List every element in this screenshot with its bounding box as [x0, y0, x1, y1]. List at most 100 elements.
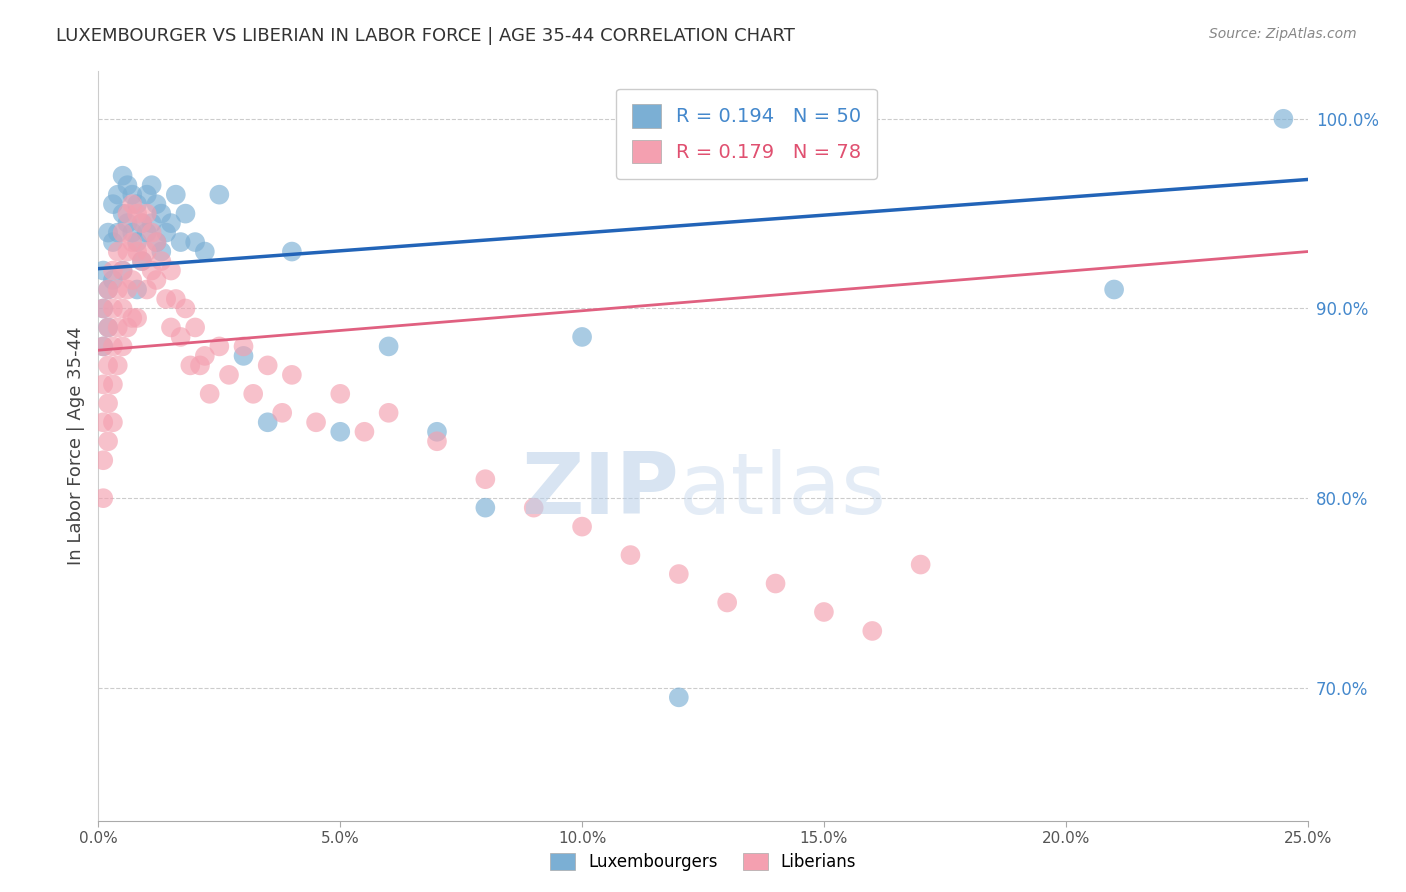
- Point: [97, 283, 120, 297]
- Point: [101, 301, 124, 316]
- Point: [910, 558, 932, 572]
- Point: [131, 254, 153, 268]
- Point: [91, 377, 114, 392]
- Point: [101, 339, 124, 353]
- Point: [135, 206, 157, 220]
- Point: [101, 273, 124, 287]
- Point: [1272, 112, 1295, 126]
- Point: [765, 576, 787, 591]
- Point: [97, 283, 120, 297]
- Point: [117, 244, 139, 259]
- Point: [121, 197, 143, 211]
- Point: [111, 263, 134, 277]
- Point: [668, 567, 690, 582]
- Point: [121, 235, 143, 249]
- Point: [127, 206, 149, 220]
- Point: [135, 244, 157, 259]
- Point: [619, 548, 641, 562]
- Point: [160, 320, 183, 334]
- Point: [131, 254, 153, 268]
- Point: [813, 605, 835, 619]
- Point: [111, 301, 134, 316]
- Text: ZIP: ZIP: [522, 450, 679, 533]
- Point: [141, 263, 163, 277]
- Point: [188, 359, 211, 373]
- Point: [135, 283, 157, 297]
- Point: [141, 216, 163, 230]
- Point: [377, 406, 399, 420]
- Point: [107, 226, 129, 240]
- Point: [1102, 283, 1125, 297]
- Point: [377, 339, 399, 353]
- Point: [111, 206, 134, 220]
- Point: [474, 472, 496, 486]
- Point: [121, 273, 143, 287]
- Point: [111, 169, 134, 183]
- Point: [107, 359, 129, 373]
- Point: [131, 216, 153, 230]
- Point: [97, 320, 120, 334]
- Point: [97, 359, 120, 373]
- Point: [135, 187, 157, 202]
- Point: [523, 500, 546, 515]
- Point: [194, 244, 217, 259]
- Point: [165, 292, 187, 306]
- Point: [208, 187, 231, 202]
- Point: [174, 206, 197, 220]
- Point: [121, 187, 143, 202]
- Point: [571, 519, 593, 533]
- Point: [107, 283, 129, 297]
- Point: [97, 226, 120, 240]
- Point: [117, 206, 139, 220]
- Point: [117, 178, 139, 193]
- Point: [145, 273, 167, 287]
- Point: [169, 330, 191, 344]
- Point: [256, 359, 278, 373]
- Point: [107, 320, 129, 334]
- Point: [169, 235, 191, 249]
- Point: [256, 415, 278, 429]
- Point: [97, 396, 120, 410]
- Point: [97, 320, 120, 334]
- Point: [329, 425, 352, 439]
- Point: [426, 425, 449, 439]
- Point: [91, 301, 114, 316]
- Point: [127, 244, 149, 259]
- Point: [174, 301, 197, 316]
- Point: [117, 283, 139, 297]
- Point: [141, 226, 163, 240]
- Point: [101, 197, 124, 211]
- Point: [155, 226, 177, 240]
- Point: [160, 216, 183, 230]
- Point: [271, 406, 294, 420]
- Point: [353, 425, 375, 439]
- Text: LUXEMBOURGER VS LIBERIAN IN LABOR FORCE | AGE 35-44 CORRELATION CHART: LUXEMBOURGER VS LIBERIAN IN LABOR FORCE …: [56, 27, 796, 45]
- Point: [97, 434, 120, 449]
- Point: [121, 310, 143, 325]
- Point: [474, 500, 496, 515]
- Point: [198, 387, 221, 401]
- Point: [281, 368, 304, 382]
- Point: [145, 235, 167, 249]
- Point: [145, 197, 167, 211]
- Point: [127, 310, 149, 325]
- Legend: R = 0.194   N = 50, R = 0.179   N = 78: R = 0.194 N = 50, R = 0.179 N = 78: [616, 88, 877, 178]
- Point: [860, 624, 883, 638]
- Point: [208, 339, 231, 353]
- Point: [232, 349, 254, 363]
- Point: [111, 226, 134, 240]
- Point: [91, 339, 114, 353]
- Point: [145, 235, 167, 249]
- Point: [107, 187, 129, 202]
- Point: [329, 387, 352, 401]
- Point: [91, 301, 114, 316]
- Text: Source: ZipAtlas.com: Source: ZipAtlas.com: [1209, 27, 1357, 41]
- Point: [121, 226, 143, 240]
- Point: [127, 197, 149, 211]
- Point: [184, 235, 207, 249]
- Point: [218, 368, 240, 382]
- Point: [135, 226, 157, 240]
- Point: [571, 330, 593, 344]
- Point: [91, 491, 114, 505]
- Point: [150, 244, 173, 259]
